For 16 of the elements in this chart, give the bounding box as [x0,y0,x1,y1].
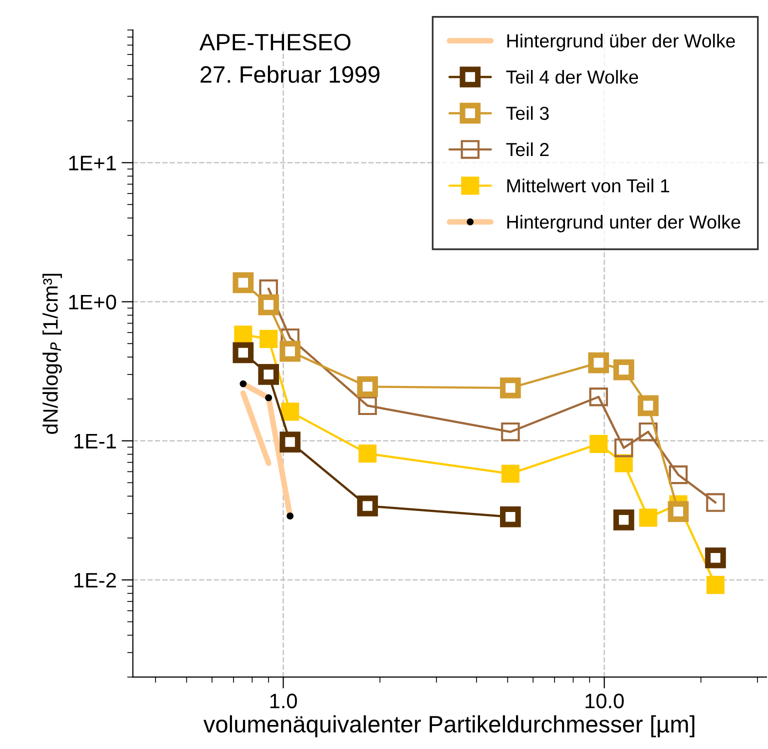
y-axis-title: dN/dlogd$_{P}$ [1/cm³] [42,274,62,434]
y-tick-label: 1E+0 [69,294,116,310]
legend-label: Teil 4 der Wolke [506,70,638,84]
chart-title: APE-THESEO [199,34,350,51]
y-tick-label: 1E-2 [74,572,116,588]
legend-label: Teil 2 [506,142,549,156]
legend-label: Hintergrund über der Wolke [507,34,735,52]
x-tick-label: 1.0 [270,694,297,708]
text: 27. Februar 1999 [200,66,380,83]
x-tick-label: 10.0 [586,694,624,708]
legend-label: Hintergrund unter der Wolke [507,214,740,232]
legend-label: Teil 3 [506,106,549,120]
y-tick-label: 1E-1 [74,434,116,448]
legend-label: Mittelwert von Teil 1 [507,178,670,192]
y-tick-label: 1E+1 [69,156,116,170]
x-axis-title: volumenäquivalenter Partikeldurchmesser [µm] [203,715,694,738]
